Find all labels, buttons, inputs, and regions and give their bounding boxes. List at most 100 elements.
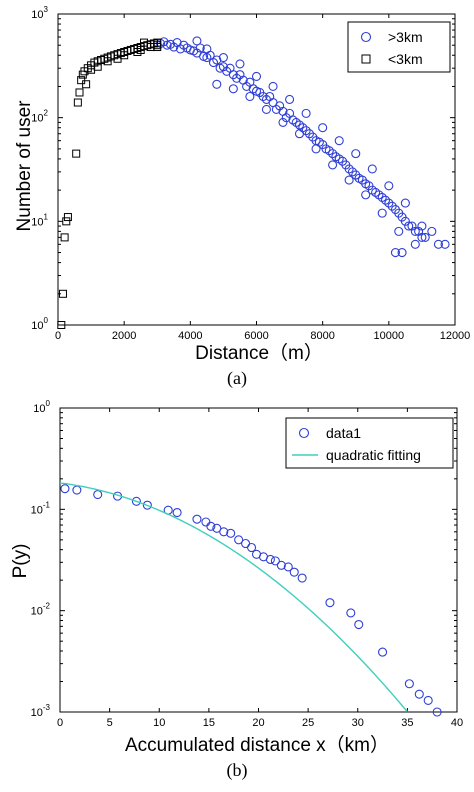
panel-b-ytick-label: 10-1 [31, 500, 51, 516]
panel-a-point-s1 [367, 164, 377, 174]
panel-a-point-s1 [285, 94, 295, 104]
panel-b-point-s1 [206, 521, 216, 531]
panel-a-point-s1 [427, 226, 437, 236]
panel-a-point-s1 [318, 123, 328, 133]
panel-b-xtick-label: 20 [252, 717, 264, 729]
panel-a-point-s1 [261, 104, 271, 115]
panel-b-point-s1 [226, 528, 236, 538]
panel-b-ylabel: P(y) [10, 544, 31, 579]
panel-a-point-s1 [400, 198, 410, 208]
panel-a-point-s1 [344, 164, 354, 174]
panel-b-legend-box [285, 417, 454, 469]
panel-b-legend-label: data1 [326, 425, 361, 441]
panel-a-point-s1 [251, 71, 262, 81]
panel-a-point-s1 [433, 239, 444, 249]
panel-a-point-s1 [351, 170, 361, 180]
panel-a-point-s1 [404, 221, 414, 231]
panel-b-point-s1 [270, 556, 280, 566]
panel-b-caption: (b) [227, 760, 248, 781]
panel-a-point-s1 [328, 160, 338, 170]
panel-b-ytick-label: 10-3 [31, 703, 51, 719]
panel-a-point-s1 [410, 239, 420, 249]
panel-b-point-s1 [201, 517, 211, 527]
panel-b-xtick-label: 15 [203, 717, 215, 729]
panel-a-point-s2 [140, 38, 149, 47]
panel-a-point-s1 [268, 81, 278, 92]
panel-b-ytick-label: 10-2 [31, 602, 51, 618]
panel-a-point-s2 [113, 54, 122, 63]
panel-a-point-s2 [133, 47, 142, 56]
panel-a-point-s2 [153, 41, 162, 50]
panel-b-xtick-label: 40 [451, 717, 463, 729]
panel-a-point-s1 [294, 129, 305, 139]
panel-a-xtick-label: 6000 [244, 330, 268, 342]
panel-a-point-s1 [334, 136, 344, 146]
panel-a-xtick-label: 4000 [178, 330, 202, 342]
panel-a-point-s1 [390, 247, 401, 258]
panel-a-point-s2 [58, 289, 67, 298]
panel-b-point-s1 [432, 707, 442, 717]
panel-b-point-s1 [283, 562, 293, 572]
panel-a-point-s1 [192, 36, 202, 46]
panel-b: P(y) Accumulated distance x（km） (b) 0 5 10… [10, 399, 463, 781]
panel-a-xlabel: Distance（m） [195, 342, 323, 364]
panel-a-point-s1 [417, 232, 427, 242]
panel-a-point-s1 [351, 149, 361, 159]
panel-a-point-s1 [202, 44, 212, 54]
panel-a-point-s1 [218, 62, 228, 72]
panel-a-point-s1 [344, 175, 354, 185]
panel-a-xtick-label: 12000 [440, 330, 471, 342]
panel-a-point-s2 [57, 321, 66, 329]
panel-a-point-s1 [380, 195, 391, 205]
panel-a-point-s2 [82, 80, 91, 89]
panel-b-point-s1 [60, 484, 70, 494]
panel-a-legend-label: <3km [388, 51, 423, 67]
panel-a-point-s1 [384, 181, 394, 191]
panel-a-point-s1 [361, 190, 371, 200]
panel-a-point-s1 [324, 146, 334, 156]
panel-b-xtick-label: 35 [401, 717, 413, 729]
panel-a-point-s2 [72, 149, 81, 158]
panel-a-point-s2 [63, 213, 72, 222]
panel-b-legend-circle-icon [298, 427, 310, 439]
panel-a-point-s1 [417, 221, 427, 231]
panel-a-ytick-label: 100 [31, 316, 48, 332]
panel-b-point-s1 [265, 554, 275, 565]
panel-a-point-s1 [212, 79, 222, 89]
panel-a-point-s2 [93, 62, 102, 71]
panel-a-point-s1 [394, 226, 404, 236]
panel-a-ytick-label: 101 [31, 212, 48, 228]
panel-a-ylabel: Number of user [14, 100, 35, 232]
panel-b-point-s1 [212, 523, 222, 533]
panel-b-point-s1 [414, 689, 424, 699]
panel-b-point-s1 [93, 489, 103, 500]
panel-a-point-s1 [440, 239, 450, 249]
panel-a-point-s1 [301, 108, 311, 118]
panel-a-point-s1 [328, 149, 338, 159]
panel-a-xtick-label: 2000 [112, 330, 136, 342]
panel-b-xtick-label: 0 [57, 717, 63, 729]
panel-b-fit-curve [59, 482, 408, 713]
panel-a-point-s1 [347, 167, 357, 177]
panel-b-point-s1 [142, 500, 152, 510]
panel-b-xtick-label: 10 [153, 717, 165, 729]
panel-a-point-s1 [304, 129, 314, 139]
panel-a-point-s2 [60, 233, 69, 242]
panel-b-point-s1 [234, 535, 244, 545]
panel-a: Number of user Distance（m） (a) 0 2000 4000… [14, 5, 470, 389]
panel-a-point-s1 [235, 59, 245, 69]
panel-b-point-s1 [423, 695, 433, 706]
panel-a-legend-circle-icon [360, 31, 372, 43]
panel-a-point-s1 [258, 91, 268, 102]
panel-a-point-s1 [278, 117, 288, 127]
panel-b-point-s1 [72, 485, 82, 495]
panel-b-point-s1 [346, 608, 356, 618]
panel-a-point-s1 [228, 84, 238, 94]
panel-b-point-s1 [247, 542, 257, 553]
panel-b-point-s1 [131, 496, 141, 506]
panel-b-legend-label: quadratic fitting [326, 447, 421, 463]
panel-a-point-s1 [377, 208, 387, 218]
panel-a-point-s1 [218, 53, 228, 63]
panel-a-legend-square-icon [361, 54, 371, 64]
